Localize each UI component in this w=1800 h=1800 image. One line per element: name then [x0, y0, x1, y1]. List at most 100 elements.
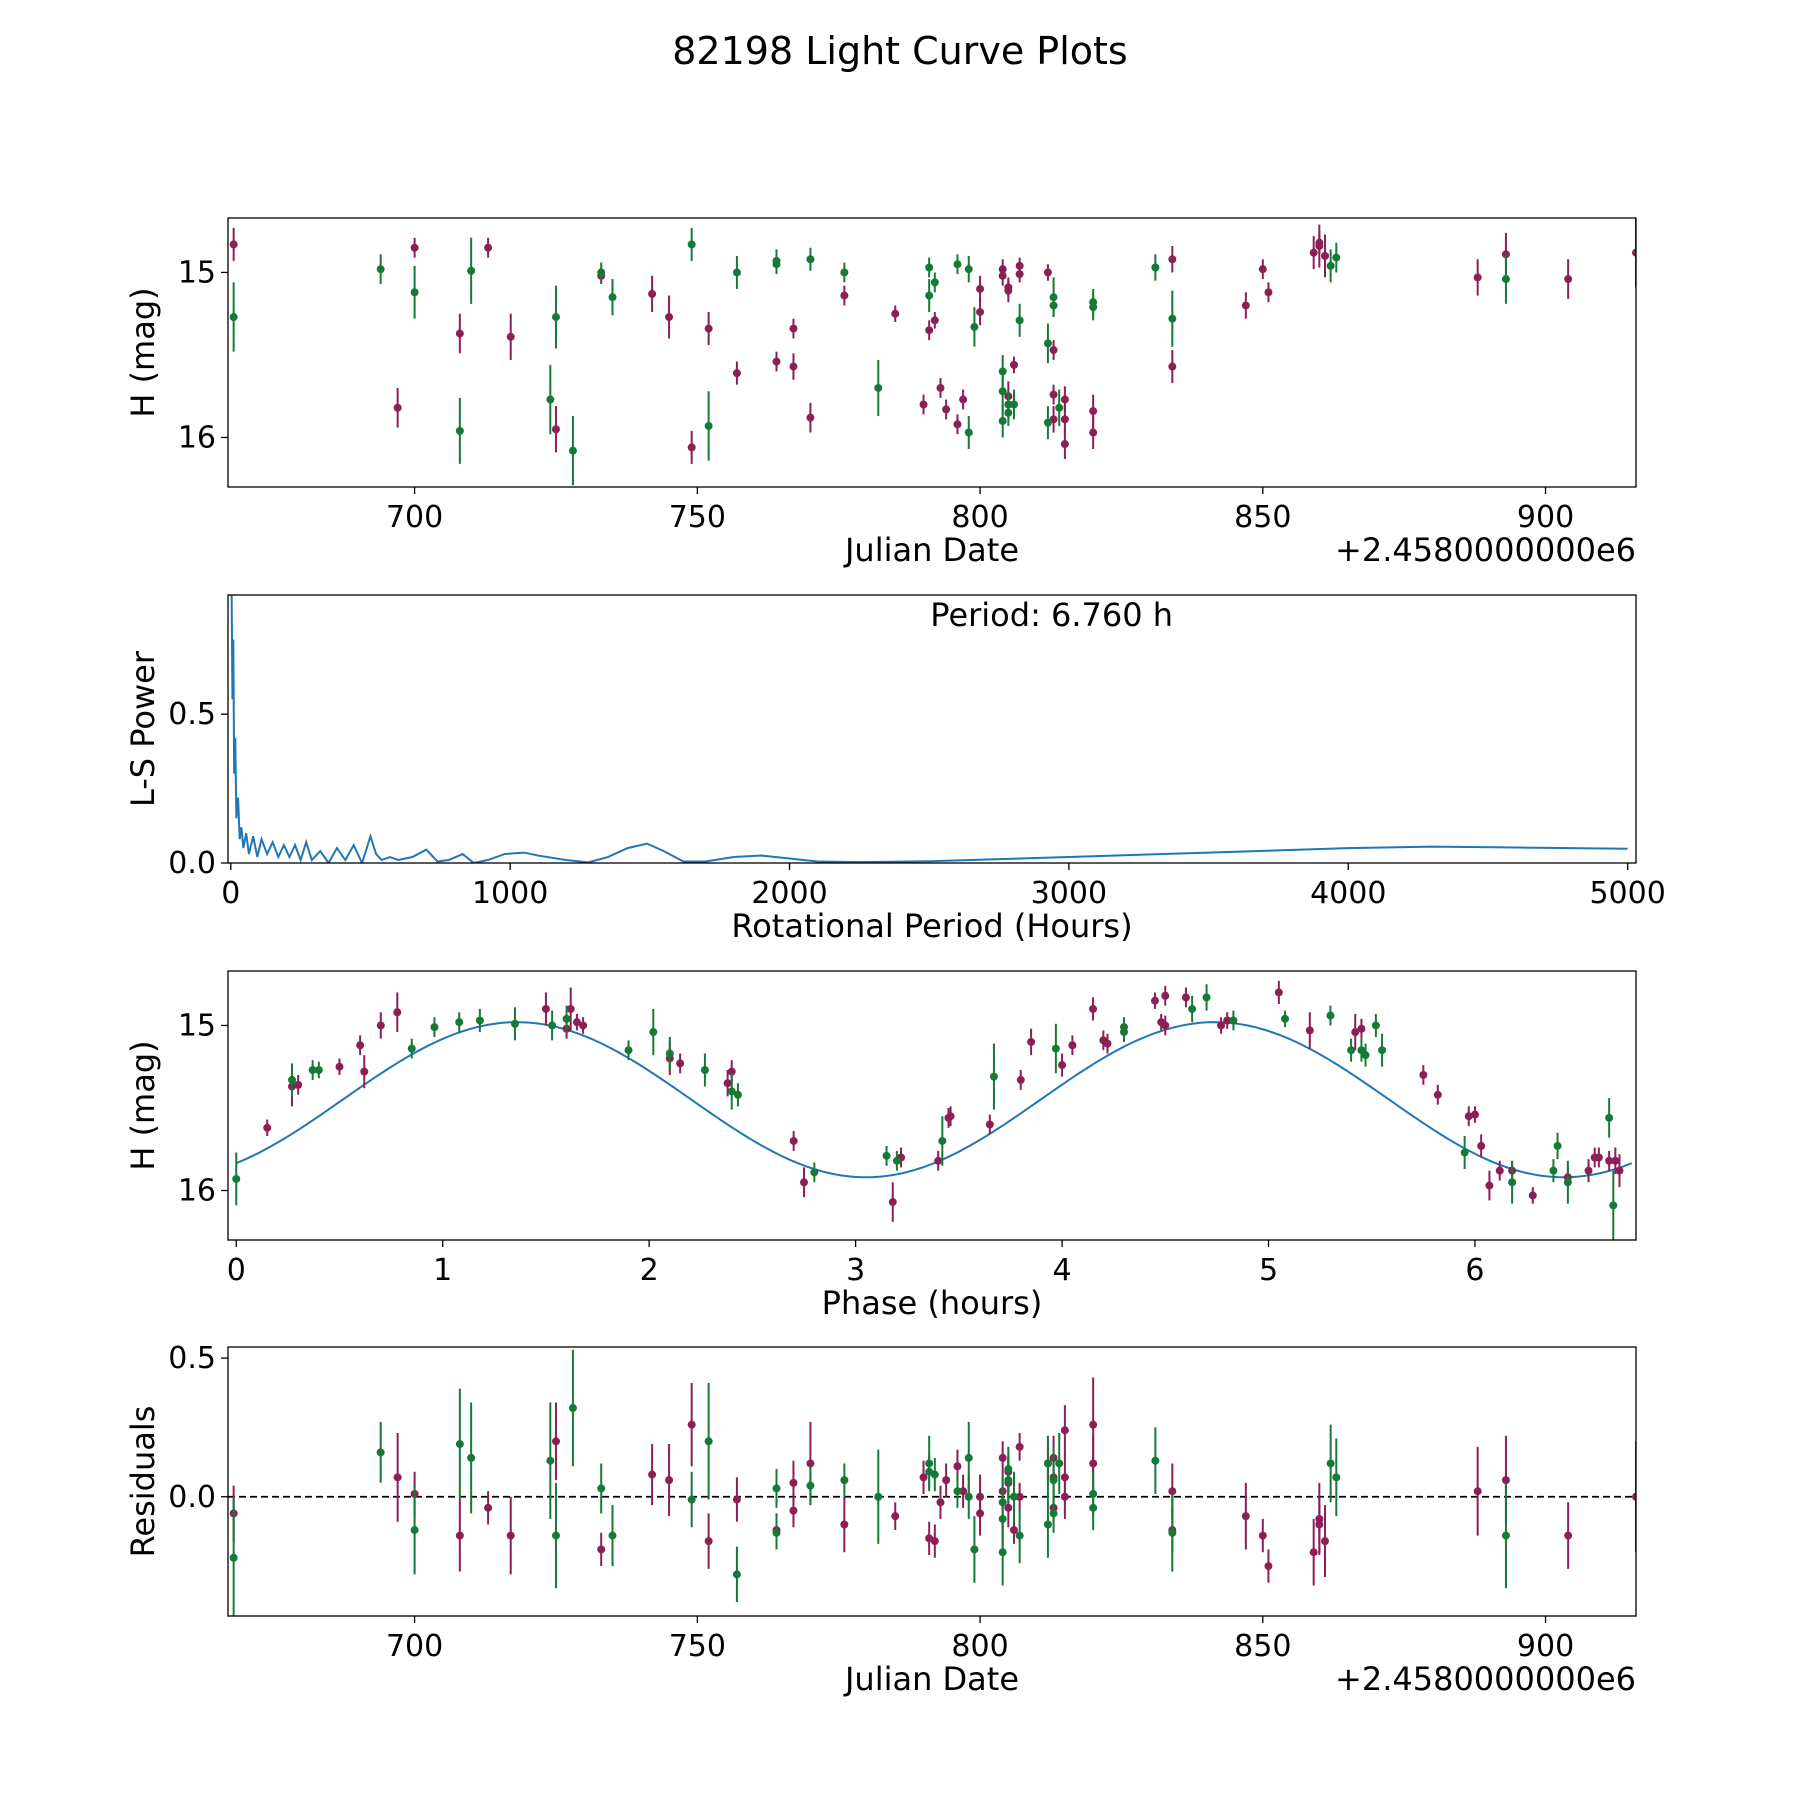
phase-maroon-point: [566, 1004, 575, 1013]
phase-maroon-point: [727, 1067, 736, 1076]
phase-maroon-point: [1351, 1028, 1360, 1037]
phase-maroon-point: [1223, 1016, 1232, 1025]
residuals-maroon-point: [455, 1531, 464, 1540]
phase-x-tick-label: 1: [433, 1253, 452, 1288]
periodogram-axes-frame: [227, 594, 1637, 864]
residuals-green-point: [1009, 1492, 1018, 1501]
phase-maroon-point: [1181, 993, 1190, 1002]
residuals-green-point: [1151, 1456, 1160, 1465]
phase-panel: 0 1 2 3 4 5 6 15 16 Phase (hours) H (mag): [124, 970, 1637, 1322]
residuals-green-point: [1043, 1520, 1052, 1529]
phase-y-tick-label: 16: [178, 1173, 216, 1208]
lightcurve-axes-frame: [227, 217, 1637, 488]
phase-green-point: [1378, 1046, 1387, 1055]
residuals-maroon-point: [1501, 1476, 1510, 1485]
residuals-maroon-point: [484, 1503, 493, 1512]
lightcurve-maroon-point: [1043, 268, 1052, 277]
phase-green-point: [1229, 1016, 1238, 1025]
lightcurve-maroon-point: [1060, 415, 1069, 424]
residuals-maroon-point: [506, 1531, 515, 1540]
phase-maroon-point: [1605, 1156, 1614, 1165]
lightcurve-green-point: [998, 387, 1007, 396]
lightcurve-maroon-point: [1009, 360, 1018, 369]
phase-maroon-point: [579, 1021, 588, 1030]
lightcurve-offset-text: +2.4580000000e6: [1335, 531, 1636, 569]
lightcurve-green-point: [608, 293, 617, 302]
lightcurve-maroon-point: [936, 383, 945, 392]
residuals-green-point: [467, 1453, 476, 1462]
phase-maroon-point: [1464, 1112, 1473, 1121]
lightcurve-maroon-point: [1060, 395, 1069, 404]
phase-x-axis-label: Phase (hours): [822, 1284, 1043, 1322]
periodogram-y-axis-label: L-S Power: [124, 650, 162, 807]
phase-maroon-point: [335, 1062, 344, 1071]
residuals-green-point: [772, 1484, 781, 1493]
lightcurve-green-point: [410, 288, 419, 297]
phase-maroon-point: [376, 1021, 385, 1030]
lightcurve-maroon-point: [772, 357, 781, 366]
phase-maroon-point: [263, 1123, 272, 1132]
phase-green-point: [727, 1087, 736, 1096]
lightcurve-y-axis-label: H (mag): [124, 287, 162, 417]
lightcurve-green-point: [546, 395, 555, 404]
lightcurve-green-point: [704, 421, 713, 430]
lightcurve-green-point: [1501, 275, 1510, 284]
phase-green-point: [548, 1021, 557, 1030]
residuals-maroon-point: [998, 1453, 1007, 1462]
residuals-green-point: [1004, 1465, 1013, 1474]
lightcurve-green-point: [1015, 316, 1024, 325]
phase-maroon-point: [1161, 1021, 1170, 1030]
phase-maroon-point: [360, 1067, 369, 1076]
lightcurve-maroon-point: [998, 271, 1007, 280]
phase-maroon-point: [1615, 1166, 1624, 1175]
phase-green-point: [562, 1014, 571, 1023]
residuals-axes-frame: [227, 1346, 1637, 1617]
residuals-green-point: [229, 1553, 238, 1562]
residuals-green-point: [1049, 1476, 1058, 1485]
residuals-green-point: [970, 1545, 979, 1554]
phase-green-point: [1347, 1046, 1356, 1055]
phase-maroon-point: [676, 1059, 685, 1068]
lightcurve-green-point: [772, 260, 781, 269]
phase-green-point: [989, 1072, 998, 1081]
phase-maroon-point: [1016, 1075, 1025, 1084]
lightcurve-maroon-point: [959, 395, 968, 404]
phase-green-point: [232, 1174, 241, 1183]
lightcurve-green-point: [925, 291, 934, 300]
phase-green-point: [1361, 1051, 1370, 1060]
residuals-green-point: [874, 1492, 883, 1501]
residuals-maroon-point: [1315, 1520, 1324, 1529]
residuals-maroon-point: [1060, 1426, 1069, 1435]
phase-green-point: [1605, 1113, 1614, 1122]
periodogram-x-tick-label: 2000: [751, 876, 827, 911]
residuals-maroon-point: [976, 1509, 985, 1518]
residuals-green-point: [1332, 1473, 1341, 1482]
lightcurve-maroon-point: [976, 284, 985, 293]
periodogram-panel: 0 1000 2000 3000 4000 5000 0.0 0.5 Rotational Pe…: [124, 594, 1666, 945]
lightcurve-maroon-point: [930, 316, 939, 325]
phase-maroon-point: [985, 1120, 994, 1129]
phase-green-point: [1120, 1028, 1128, 1037]
lightcurve-maroon-point: [789, 362, 798, 371]
lightcurve-green-point: [732, 268, 741, 277]
phase-green-point: [1609, 1201, 1618, 1210]
residuals-green-point: [953, 1487, 962, 1496]
lightcurve-maroon-point: [1264, 288, 1273, 297]
periodogram-x-tick-label: 1000: [472, 876, 548, 911]
residuals-maroon-point: [1258, 1531, 1267, 1540]
lightcurve-maroon-point: [976, 308, 985, 317]
residuals-maroon-point: [704, 1537, 713, 1546]
lightcurve-maroon-point: [1168, 362, 1177, 371]
model-sinusoid-line: [235, 1021, 1633, 1179]
lightcurve-maroon-point: [1168, 255, 1177, 264]
residuals-green-point: [687, 1495, 696, 1504]
residuals-maroon-point: [1320, 1537, 1329, 1546]
residuals-green-point: [1049, 1509, 1058, 1518]
lightcurve-maroon-point: [1089, 407, 1098, 416]
phase-maroon-point: [1089, 1004, 1098, 1013]
periodogram-plot-area: [230, 595, 1628, 863]
phase-green-point: [475, 1016, 484, 1025]
lightcurve-green-point: [1043, 418, 1052, 427]
residuals-panel: 700 750 800 850 900 0.0 0.5 Julian Date Residual…: [124, 1341, 1637, 1698]
